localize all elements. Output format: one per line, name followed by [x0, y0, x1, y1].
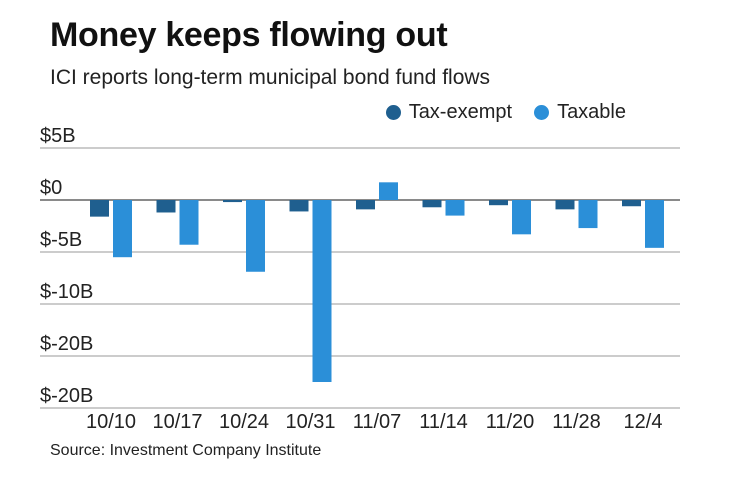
bar-tax-exempt-8 — [622, 200, 641, 207]
bar-taxable-7 — [578, 200, 598, 229]
y-tick-label: $0 — [40, 177, 62, 199]
chart-subtitle: ICI reports long-term municipal bond fun… — [50, 66, 491, 89]
bars — [90, 182, 664, 382]
gridlines — [40, 147, 680, 409]
bar-tax-exempt-1 — [156, 200, 176, 213]
y-tick-label: $-20B — [40, 333, 93, 355]
x-tick-label: 10/24 — [219, 411, 269, 433]
bar-taxable-3 — [312, 200, 332, 382]
bar-tax-exempt-3 — [289, 200, 309, 212]
legend: Tax-exempt Taxable — [364, 101, 626, 124]
legend-label-tax-exempt: Tax-exempt — [408, 101, 513, 123]
x-tick-label: 11/20 — [486, 411, 535, 433]
bar-tax-exempt-5 — [422, 200, 442, 208]
y-tick-label: $-5B — [40, 229, 82, 251]
bar-tax-exempt-2 — [223, 200, 242, 203]
bar-taxable-2 — [246, 200, 265, 272]
legend-swatch-taxable — [534, 105, 550, 120]
chart-title: Money keeps flowing out — [50, 16, 448, 54]
x-tick-label: 10/10 — [86, 411, 136, 433]
source-note: Source: Investment Company Institute — [50, 442, 322, 459]
x-tick-label: 10/17 — [152, 411, 202, 433]
bar-tax-exempt-0 — [90, 200, 109, 217]
bar-taxable-0 — [113, 200, 132, 258]
x-tick-label: 11/14 — [419, 411, 468, 433]
bar-taxable-8 — [645, 200, 664, 248]
x-tick-label: 11/07 — [353, 411, 402, 433]
y-tick-label: $5B — [40, 125, 76, 147]
x-tick-label: 12/4 — [624, 411, 663, 433]
bar-taxable-1 — [179, 200, 199, 245]
bar-taxable-4 — [379, 182, 398, 200]
y-tick-label: $-10B — [40, 281, 93, 303]
bar-tax-exempt-6 — [489, 200, 508, 206]
x-tick-label: 10/31 — [285, 411, 335, 433]
legend-item-taxable: Taxable — [534, 101, 626, 124]
bar-tax-exempt-7 — [555, 200, 575, 210]
legend-label-taxable: Taxable — [557, 101, 626, 123]
y-axis: $5B $0 $-5B $-10B $-20B $-20B — [40, 125, 93, 407]
legend-swatch-tax-exempt — [385, 105, 401, 120]
y-tick-label: $-20B — [40, 385, 93, 407]
x-tick-label: 11/28 — [552, 411, 601, 433]
bar-tax-exempt-4 — [356, 200, 375, 210]
bar-taxable-6 — [512, 200, 531, 235]
x-axis: 10/10 10/17 10/24 10/31 11/07 11/14 11/20 11/28… — [86, 411, 663, 433]
bar-taxable-5 — [445, 200, 465, 216]
legend-item-tax-exempt: Tax-exempt — [385, 101, 513, 124]
